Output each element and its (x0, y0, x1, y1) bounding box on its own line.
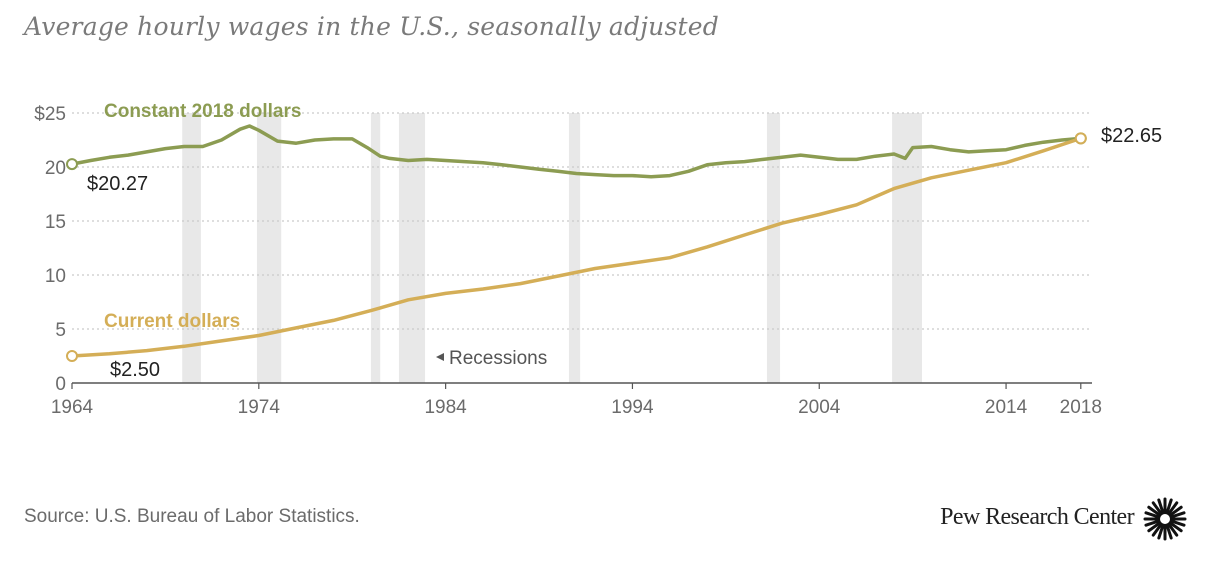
x-tick-label: 1974 (238, 397, 281, 418)
start-value-label-constant: $20.27 (87, 173, 148, 195)
x-tick-label: 1984 (424, 397, 467, 418)
recession-band (370, 113, 381, 383)
x-tick-label: 2004 (798, 397, 841, 418)
y-tick-label: 15 (45, 212, 66, 233)
series-label-current: Current dollars (104, 311, 240, 332)
end-point-marker (1074, 132, 1087, 145)
recession-band (182, 113, 201, 383)
recession-band (398, 113, 426, 383)
x-tick-label: 1964 (51, 397, 94, 418)
y-tick-label: $25 (34, 104, 66, 125)
x-tick-label: 1994 (611, 397, 654, 418)
left-triangle-icon (436, 353, 444, 361)
series-label-constant: Constant 2018 dollars (104, 101, 301, 122)
recession-band (256, 113, 282, 383)
sunburst-logo-icon (1143, 497, 1187, 541)
y-tick-label: 5 (55, 320, 66, 341)
y-tick-label: 0 (55, 374, 66, 395)
chart-title: Average hourly wages in the U.S., season… (24, 12, 719, 41)
recession-band (568, 113, 581, 383)
end-value-label: $22.65 (1101, 125, 1162, 147)
source-note: Source: U.S. Bureau of Labor Statistics. (24, 506, 360, 527)
line-chart: 0 5 10 15 20 $25 1964 1974 1984 1994 2004 2014 2018 C… (34, 101, 1162, 418)
brand-name: Pew Research Center (940, 504, 1134, 530)
current-dollars-line (70, 136, 1083, 358)
start-point-marker (66, 350, 78, 362)
recession-band (766, 113, 781, 383)
constant-dollars-line (70, 124, 1083, 179)
y-tick-label: 20 (45, 158, 66, 179)
start-point-marker (66, 158, 78, 171)
recessions-label: Recessions (449, 348, 547, 369)
y-tick-label: 10 (45, 266, 66, 287)
x-tick-label: 2014 (985, 397, 1028, 418)
x-tick-label: 2018 (1060, 397, 1102, 418)
start-value-label-current: $2.50 (110, 359, 160, 381)
